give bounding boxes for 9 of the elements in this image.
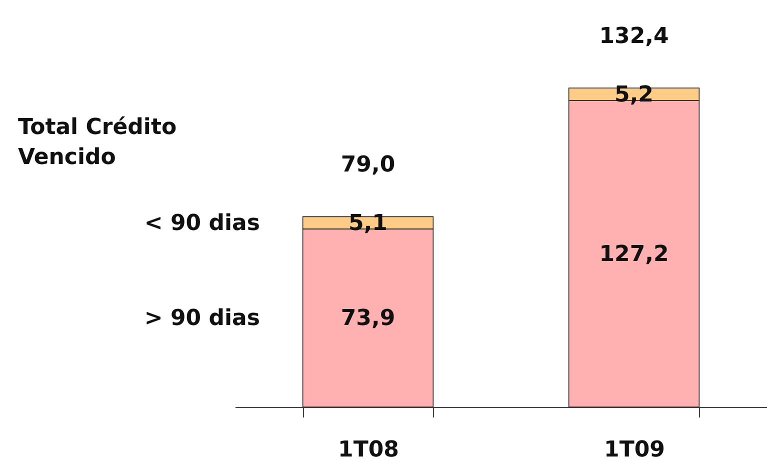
x-tick-label: 1T09 [604, 438, 665, 462]
series-label: > 90 dias [144, 306, 260, 331]
legend-title: Total Crédito Vencido [18, 115, 177, 170]
total-label: 79,0 [340, 152, 396, 178]
x-tick-label: 1T08 [338, 438, 399, 462]
data-label: 127,2 [599, 242, 669, 267]
total-label: 132,4 [599, 24, 669, 50]
series-label: < 90 dias [144, 210, 260, 236]
data-label: 73,9 [340, 306, 396, 331]
